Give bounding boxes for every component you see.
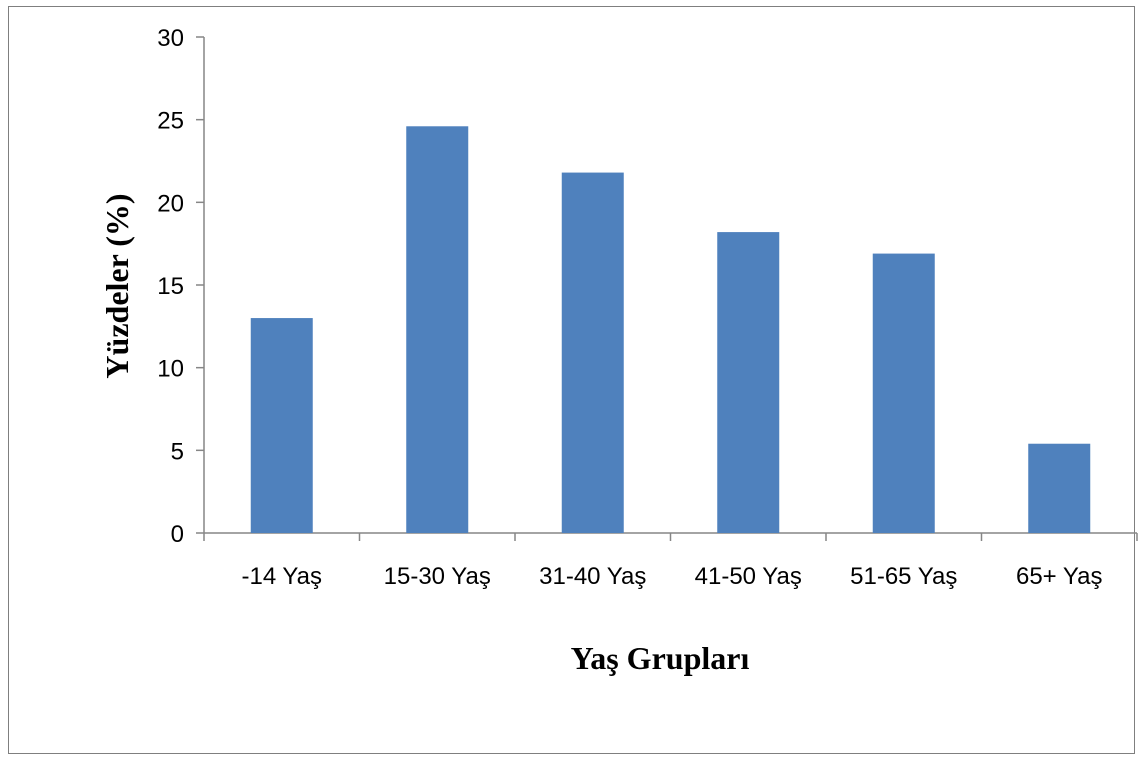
x-tick-label: 15-30 Yaş (384, 563, 491, 590)
bar (406, 126, 469, 533)
x-axis (203, 532, 1138, 541)
y-axis (196, 36, 205, 534)
x-tick-label: 65+ Yaş (1016, 563, 1103, 590)
x-tick-label: 41-50 Yaş (695, 563, 802, 590)
y-tick-label: 25 (157, 108, 184, 135)
y-tick-label: 5 (171, 438, 184, 465)
bar (717, 232, 780, 534)
x-tick-label: 51-65 Yaş (850, 563, 957, 590)
x-tick-label: -14 Yaş (242, 563, 323, 590)
y-tick-label: 15 (157, 273, 184, 300)
x-axis-title: Yaş Grupları (571, 640, 750, 676)
y-axis-title: Yüzdeler (%) (99, 193, 135, 378)
y-tick-label: 10 (157, 356, 184, 383)
bar (1028, 443, 1091, 533)
y-tick-labels: 0 5 10 15 20 25 30 (157, 25, 184, 548)
y-tick-label: 20 (157, 190, 184, 217)
y-tick-label: 0 (171, 521, 184, 548)
bar (561, 172, 624, 533)
bars (250, 126, 1091, 534)
y-tick-label: 30 (157, 25, 184, 52)
bar (872, 253, 935, 533)
bar (250, 318, 313, 533)
x-tick-labels: -14 Yaş 15-30 Yaş 31-40 Yaş 41-50 Yaş 51-65 … (242, 563, 1103, 590)
x-tick-label: 31-40 Yaş (539, 563, 646, 590)
